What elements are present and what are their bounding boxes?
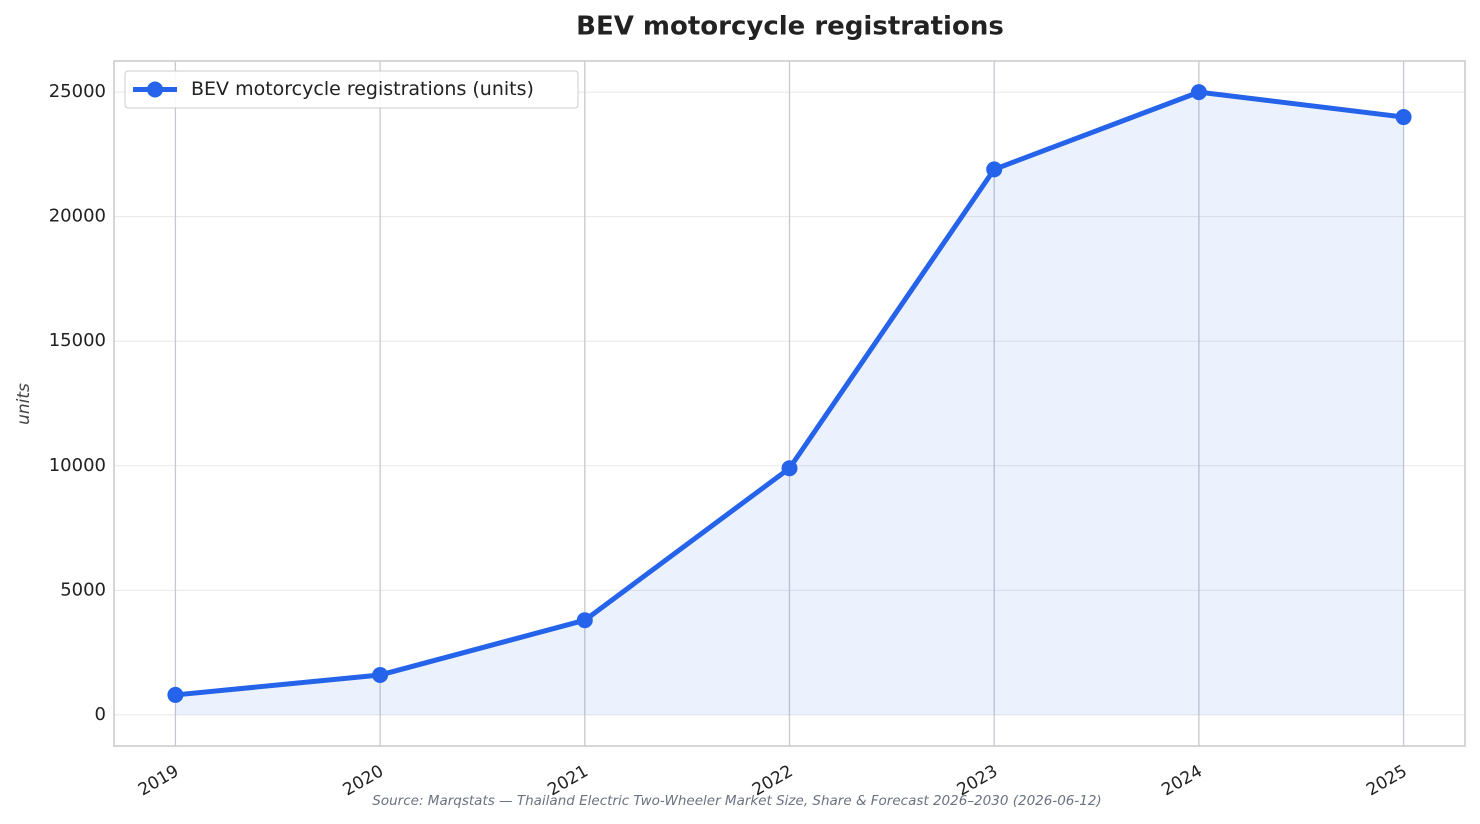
point	[1395, 109, 1412, 126]
point	[781, 460, 798, 477]
point	[1190, 84, 1207, 101]
y-tick-label: 0	[95, 704, 106, 725]
y-tick-label: 15000	[49, 330, 106, 351]
plot-frame	[113, 60, 1466, 747]
point	[372, 667, 389, 684]
y-tick-label: 5000	[60, 579, 106, 600]
y-tick-label: 10000	[49, 455, 106, 476]
legend-label: BEV motorcycle registrations (units)	[191, 78, 534, 100]
legend-marker	[147, 81, 163, 98]
point	[986, 161, 1003, 178]
y-axis-label: units	[14, 383, 34, 425]
point	[167, 686, 184, 703]
source-note: Source: Marqstats — Thailand Electric Tw…	[372, 793, 1101, 809]
legend-box	[124, 70, 579, 109]
point	[576, 612, 593, 629]
area-fill	[175, 92, 1404, 715]
chart-title: BEV motorcycle registrations	[576, 12, 1004, 42]
y-tick-label: 20000	[49, 206, 106, 227]
legend: BEV motorcycle registrations (units)	[124, 70, 579, 109]
y-tick-label: 25000	[49, 81, 106, 102]
